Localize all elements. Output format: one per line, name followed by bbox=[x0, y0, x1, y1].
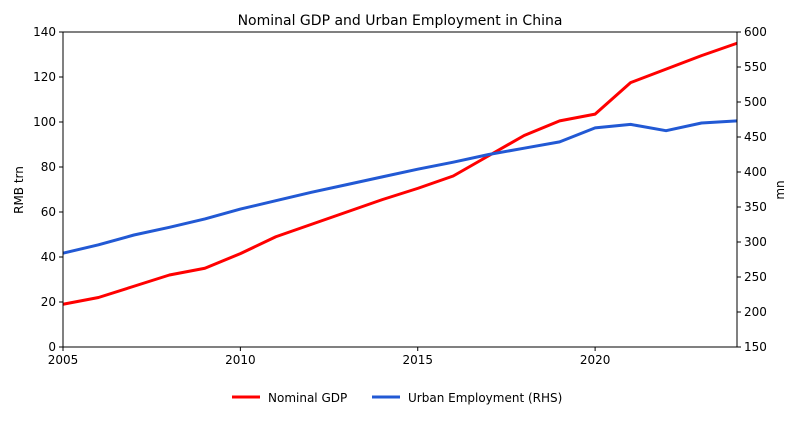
legend: Nominal GDP Urban Employment (RHS) bbox=[232, 391, 562, 405]
y-tick-label-right: 400 bbox=[744, 165, 767, 179]
y-tick-label-left: 80 bbox=[41, 160, 56, 174]
series-line-urban-employment bbox=[62, 119, 738, 255]
legend-label-employment: Urban Employment (RHS) bbox=[408, 391, 562, 405]
y-tick-label-left: 120 bbox=[33, 70, 56, 84]
x-tick-label: 2020 bbox=[580, 353, 611, 367]
y-tick-label-left: 20 bbox=[41, 295, 56, 309]
chart-title: Nominal GDP and Urban Employment in Chin… bbox=[238, 13, 563, 29]
y-axis-label-left: RMB trn bbox=[12, 166, 26, 214]
y-tick-label-right: 250 bbox=[744, 270, 767, 284]
x-tick-label: 2015 bbox=[402, 353, 433, 367]
x-tick-label: 2010 bbox=[225, 353, 256, 367]
series-line-nominal-gdp bbox=[62, 41, 738, 306]
y-tick-label-left: 60 bbox=[41, 205, 56, 219]
y-tick-label-left: 0 bbox=[48, 340, 56, 354]
y-tick-label-right: 550 bbox=[744, 60, 767, 74]
y-tick-label-left: 40 bbox=[41, 250, 56, 264]
y-tick-label-right: 150 bbox=[744, 340, 767, 354]
legend-label-gdp: Nominal GDP bbox=[268, 391, 347, 405]
y-tick-label-right: 350 bbox=[744, 200, 767, 214]
y-tick-label-right: 200 bbox=[744, 305, 767, 319]
y-tick-label-right: 450 bbox=[744, 130, 767, 144]
y-tick-label-left: 140 bbox=[33, 25, 56, 39]
plot-frame bbox=[62, 31, 738, 348]
y-tick-label-right: 500 bbox=[744, 95, 767, 109]
x-tick-label: 2005 bbox=[48, 353, 79, 367]
y-tick-label-left: 100 bbox=[33, 115, 56, 129]
y-tick-label-right: 300 bbox=[744, 235, 767, 249]
y-tick-label-right: 600 bbox=[744, 25, 767, 39]
y-axis-label-right: mn bbox=[773, 180, 787, 199]
